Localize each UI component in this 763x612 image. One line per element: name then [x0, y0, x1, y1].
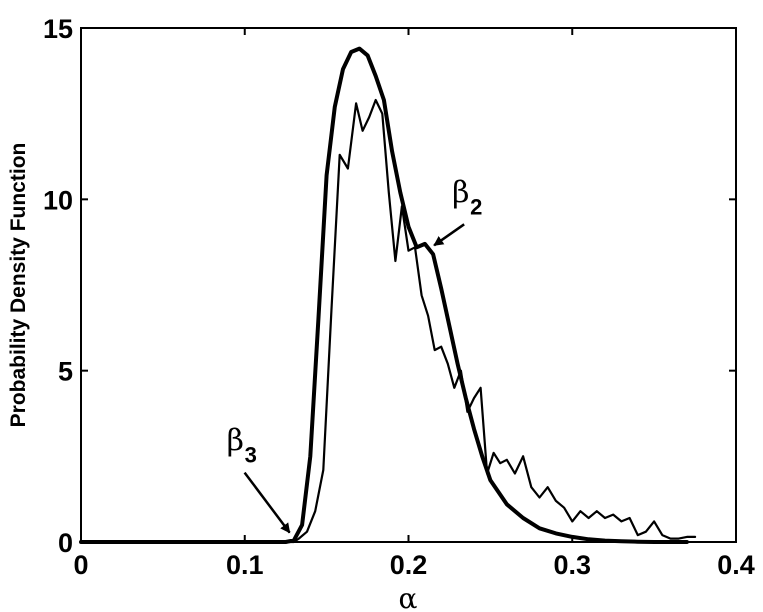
y-tick-label: 5	[58, 357, 73, 387]
x-axis-label: α	[399, 582, 418, 612]
y-axis-label: Probability Density Function	[7, 143, 30, 428]
y-tick-label: 10	[43, 185, 73, 215]
y-tick-label: 0	[58, 528, 73, 558]
annotation-label: β	[227, 424, 244, 459]
annotation-label: β	[452, 175, 469, 210]
annotation-subscript: 3	[245, 443, 257, 468]
annotation-arrow	[433, 223, 465, 247]
annotation-group: β 2β 3	[227, 175, 482, 534]
annotation-subscript: 2	[470, 194, 482, 219]
x-tick-label: 0.2	[390, 550, 428, 580]
axis-ticks: 0 0.1 0.2 0.3 0.4 0 5 10 15	[43, 14, 755, 580]
empirical-pdf-line	[79, 98, 697, 544]
x-tick-label: 0	[73, 550, 88, 580]
x-tick-label: 0.1	[226, 550, 264, 580]
y-tick-label: 15	[43, 14, 73, 44]
x-tick-label: 0.3	[553, 550, 591, 580]
plot-area	[80, 27, 737, 543]
fitted-pdf-line	[79, 46, 689, 544]
x-tick-label: 0.4	[717, 550, 755, 580]
annotation-arrow	[243, 471, 291, 534]
series-group	[79, 46, 697, 544]
